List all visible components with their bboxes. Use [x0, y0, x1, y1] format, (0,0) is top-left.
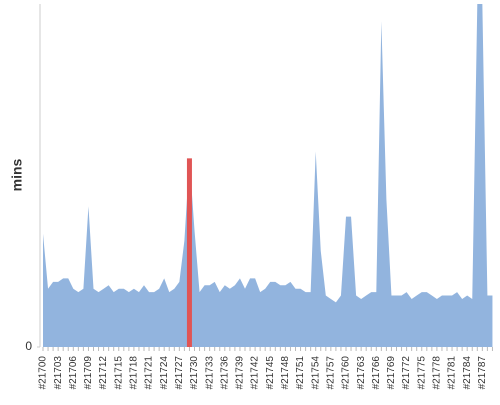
area — [43, 4, 493, 347]
x-tick-label: #21787 — [477, 356, 488, 390]
x-tick-label: #21757 — [325, 356, 336, 390]
x-tick-label: #21715 — [113, 356, 124, 390]
y-axis-label: mins — [9, 158, 25, 191]
x-tick-label: #21760 — [341, 356, 352, 390]
x-tick-label: #21727 — [174, 356, 185, 390]
x-tick-label: #21769 — [386, 356, 397, 390]
x-tick-label: #21718 — [129, 356, 140, 390]
x-tick-label: #21772 — [401, 356, 412, 390]
x-tick-label: #21778 — [432, 356, 443, 390]
x-tick-label: #21754 — [310, 356, 321, 390]
x-tick-label: #21766 — [371, 356, 382, 390]
x-tick-label: #21733 — [204, 356, 215, 390]
x-tick-label: #21739 — [235, 356, 246, 390]
x-tick-label: #21736 — [219, 356, 230, 390]
x-tick-label: #21706 — [68, 356, 79, 390]
x-tick-label: #21721 — [144, 356, 155, 390]
x-tick-label: #21775 — [416, 356, 427, 390]
y-tick-label: 0 — [25, 339, 32, 353]
x-tick-label: #21784 — [462, 356, 473, 390]
x-tick-label: #21745 — [265, 356, 276, 390]
x-tick-label: #21700 — [38, 356, 49, 390]
x-tick-label: #21742 — [250, 356, 261, 390]
x-tick-label: #21709 — [83, 356, 94, 390]
x-tick-label: #21703 — [53, 356, 64, 390]
x-tick-label: #21763 — [356, 356, 367, 390]
highlight-bar — [186, 158, 192, 347]
x-tick-label: #21730 — [189, 356, 200, 390]
x-tick-label: #21712 — [98, 356, 109, 390]
x-tick-label: #21724 — [159, 356, 170, 390]
x-tick-label: #21751 — [295, 356, 306, 390]
x-tick-label: #21748 — [280, 356, 291, 390]
x-tick-label: #21781 — [447, 356, 458, 390]
